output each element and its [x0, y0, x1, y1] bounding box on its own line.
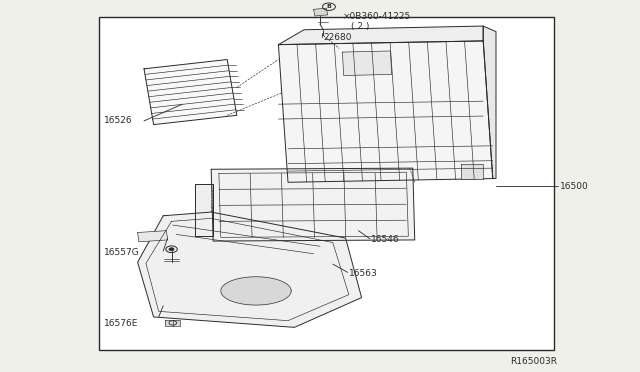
- Text: 16500: 16500: [560, 182, 589, 190]
- Polygon shape: [221, 277, 291, 305]
- Text: 16563: 16563: [349, 269, 378, 278]
- Circle shape: [169, 248, 174, 251]
- Text: 16576E: 16576E: [104, 319, 139, 328]
- Polygon shape: [144, 60, 237, 125]
- Text: 16546: 16546: [371, 235, 400, 244]
- Text: 22680: 22680: [323, 33, 352, 42]
- Text: 16557G: 16557G: [104, 248, 140, 257]
- Polygon shape: [483, 26, 496, 179]
- Polygon shape: [278, 41, 493, 182]
- Polygon shape: [211, 168, 415, 241]
- Polygon shape: [314, 8, 328, 16]
- Polygon shape: [165, 320, 180, 326]
- Text: B: B: [326, 4, 332, 9]
- Text: 16526: 16526: [104, 116, 133, 125]
- Polygon shape: [342, 51, 392, 76]
- Text: ×0B360-41225: ×0B360-41225: [342, 12, 411, 21]
- Polygon shape: [461, 164, 483, 179]
- Polygon shape: [138, 212, 362, 327]
- Bar: [99, 17, 554, 350]
- Polygon shape: [138, 231, 168, 242]
- Polygon shape: [278, 26, 483, 45]
- Text: R165003R: R165003R: [510, 357, 557, 366]
- Text: ( 2 ): ( 2 ): [351, 22, 369, 31]
- Polygon shape: [195, 184, 213, 236]
